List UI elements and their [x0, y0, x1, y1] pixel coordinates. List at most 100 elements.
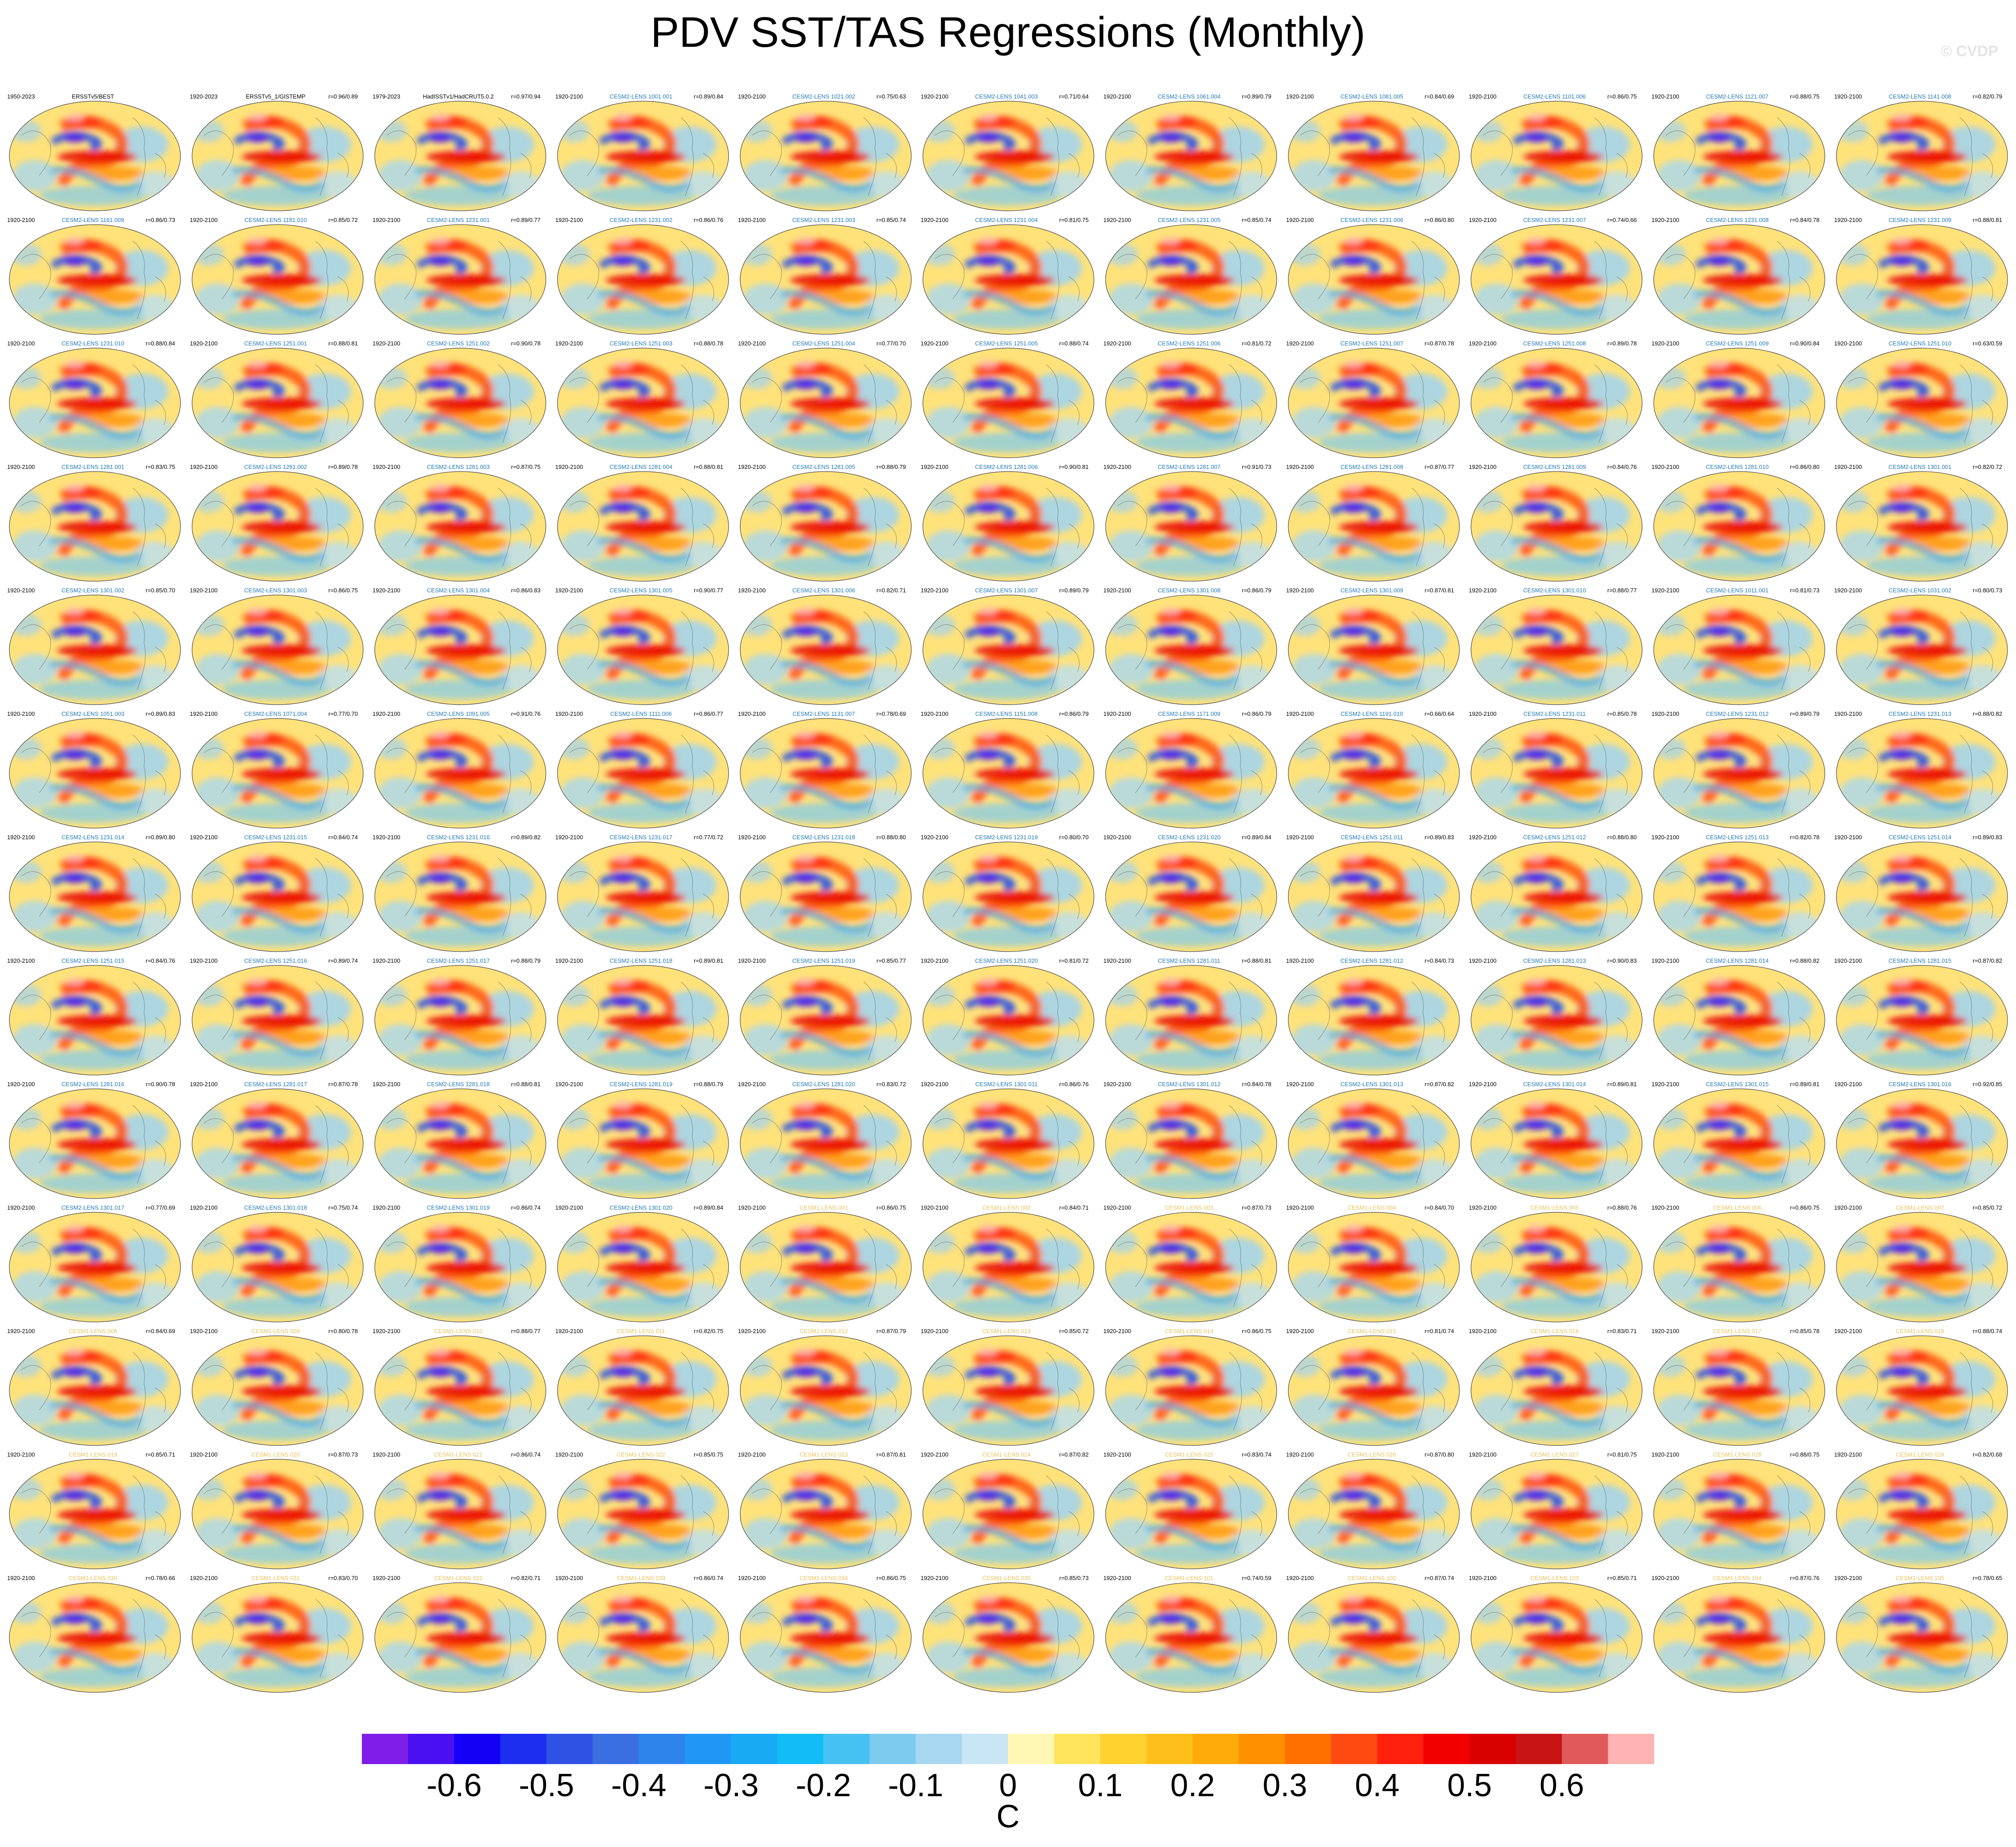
panel-label: CESM1-LENS 021 [434, 1451, 483, 1458]
panel-label: ERSSTv5_1/GISTEMP [246, 93, 306, 100]
panel-label: CESM2-LENS 1301.012 [1158, 1081, 1221, 1088]
panel-label: CESM1-LENS 008 [69, 1328, 117, 1334]
map-panel: 1920-2100 CESM2-LENS 1281.008 r=0.87/0.77 [1282, 464, 1462, 584]
panel-correlation: r=0.80/0.70 [1059, 834, 1089, 841]
panel-correlation: r=0.86/0.75 [1607, 93, 1637, 100]
panel-period: 1920-2100 [1103, 464, 1131, 470]
regression-map [192, 348, 364, 458]
panel-correlation: r=0.84/0.70 [1424, 1204, 1454, 1211]
panel-label: CESM2-LENS 1281.002 [244, 464, 307, 470]
panel-label: CESM2-LENS 1281.003 [427, 464, 490, 470]
regression-map [1105, 1212, 1277, 1322]
map-panel: 1920-2100 CESM2-LENS 1231.007 r=0.74/0.66 [1464, 217, 1645, 337]
panel-period: 1920-2100 [7, 834, 35, 841]
regression-map [1836, 718, 2008, 829]
map-panel: 1920-2100 CESM2-LENS 1231.004 r=0.81/0.75 [916, 217, 1097, 337]
panel-correlation: r=0.88/0.81 [1972, 217, 2002, 223]
panel-label: CESM2-LENS 1301.009 [1340, 587, 1403, 594]
panel-period: 1920-2100 [1651, 340, 1680, 347]
panel-label: CESM1-LENS 004 [1348, 1204, 1396, 1211]
panel-correlation: r=0.88/0.75 [1790, 1451, 1819, 1458]
panel-correlation: r=0.83/0.74 [1242, 1451, 1271, 1458]
regression-map [1653, 1088, 1825, 1199]
map-panel: 1920-2100 CESM2-LENS 1251.018 r=0.89/0.81 [551, 958, 731, 1078]
panel-label: CESM2-LENS 1301.015 [1706, 1081, 1769, 1088]
panel-label: CESM2-LENS 1281.017 [244, 1081, 307, 1088]
map-panel: 1950-2023 ERSSTv5/BEST [3, 94, 183, 214]
map-panel: 1920-2100 CESM2-LENS 1231.014 r=0.89/0.80 [3, 834, 183, 955]
regression-map [374, 471, 546, 582]
panel-label: CESM1-LENS 028 [1713, 1451, 1762, 1458]
panel-label: CESM2-LENS 1301.016 [1889, 1081, 1951, 1088]
panel-correlation: r=0.85/0.72 [1059, 1328, 1089, 1334]
panel-label: CESM2-LENS 1251.015 [61, 957, 124, 964]
panel-period: 1920-2100 [1103, 217, 1131, 223]
panel-correlation: r=0.89/0.84 [1242, 834, 1271, 841]
panel-label: CESM2-LENS 1231.003 [792, 217, 855, 223]
regression-map [1653, 718, 1825, 829]
panel-label: CESM1-LENS 022 [617, 1451, 665, 1458]
panel-period: 1920-2100 [921, 834, 949, 841]
regression-map [1105, 1459, 1277, 1569]
panel-correlation: r=0.87/0.80 [1424, 1451, 1454, 1458]
map-panel: 1920-2100 CESM2-LENS 1231.017 r=0.77/0.72 [551, 834, 731, 955]
panel-correlation: r=0.90/0.77 [693, 587, 723, 594]
panel-label: CESM2-LENS 1281.001 [61, 464, 124, 470]
panel-period: 1920-2100 [190, 340, 218, 347]
panel-label: CESM2-LENS 1231.005 [1158, 217, 1221, 223]
panel-correlation: r=0.85/0.77 [876, 957, 906, 964]
panel-period: 1920-2100 [1834, 1328, 1862, 1334]
panel-period: 1920-2100 [7, 957, 35, 964]
panel-label: CESM2-LENS 1281.005 [792, 464, 855, 470]
panel-period: 1920-2100 [555, 1204, 583, 1211]
panel-correlation: r=0.85/0.71 [145, 1451, 175, 1458]
regression-map [374, 595, 546, 705]
panel-label: CESM2-LENS 1071.004 [244, 710, 307, 717]
panel-correlation: r=0.88/0.79 [693, 1081, 723, 1088]
panel-correlation: r=0.87/0.76 [1790, 1575, 1819, 1581]
panel-label: CESM2-LENS 1251.020 [975, 957, 1038, 964]
map-panel: 1920-2100 CESM2-LENS 1281.019 r=0.88/0.79 [551, 1081, 731, 1202]
panel-correlation: r=0.87/0.82 [1972, 957, 2002, 964]
regression-map [557, 1582, 729, 1693]
regression-map [1105, 471, 1277, 582]
map-panel: 1920-2100 CESM1-LENS 003 r=0.87/0.73 [1099, 1205, 1279, 1325]
colorbar-swatch [454, 1734, 501, 1764]
panel-period: 1920-2100 [1834, 1451, 1862, 1458]
map-panel: 1920-2100 CESM2-LENS 1031.002 r=0.80/0.73 [1830, 587, 2010, 708]
regression-map [922, 718, 1094, 829]
panel-label: CESM2-LENS 1191.010 [1340, 710, 1403, 717]
regression-map [1105, 1335, 1277, 1446]
panel-label: CESM2-LENS 1301.019 [427, 1204, 490, 1211]
panel-correlation: r=0.86/0.75 [876, 1575, 906, 1581]
regression-map [1653, 1212, 1825, 1322]
regression-map [1653, 595, 1825, 705]
panel-period: 1920-2100 [921, 587, 949, 594]
panel-correlation: r=0.87/0.82 [1424, 1081, 1454, 1088]
panel-correlation: r=0.75/0.63 [876, 93, 906, 100]
panel-period: 1920-2100 [738, 1081, 766, 1088]
panel-label: CESM2-LENS 1251.012 [1523, 834, 1586, 841]
panel-correlation: r=0.84/0.76 [145, 957, 175, 964]
regression-map [1288, 718, 1460, 829]
panel-period: 1920-2100 [921, 957, 949, 964]
regression-map [1653, 841, 1825, 952]
map-panel: 1920-2100 CESM2-LENS 1301.019 r=0.86/0.74 [368, 1205, 549, 1325]
regression-map [374, 1088, 546, 1199]
panel-period: 1920-2100 [738, 340, 766, 347]
panel-correlation: r=0.66/0.64 [1424, 710, 1454, 717]
map-panel: 1920-2100 CESM2-LENS 1301.004 r=0.86/0.83 [368, 587, 549, 708]
map-panel: 1920-2100 CESM1-LENS 102 r=0.87/0.74 [1282, 1575, 1462, 1695]
panel-period: 1920-2100 [1469, 587, 1497, 594]
panel-period: 1920-2100 [1286, 1451, 1314, 1458]
panel-period: 1920-2100 [555, 464, 583, 470]
panel-correlation: r=0.88/0.74 [1972, 1328, 2002, 1334]
panel-label: CESM1-LENS 015 [1348, 1328, 1396, 1334]
colorbar-tick-label: -0.5 [519, 1768, 574, 1803]
regression-map [1471, 101, 1643, 211]
panel-period: 1920-2100 [1469, 957, 1497, 964]
panel-period: 1920-2100 [1103, 1451, 1131, 1458]
panel-period: 1920-2100 [1651, 1081, 1680, 1088]
panel-correlation: r=0.86/0.75 [876, 1204, 906, 1211]
panel-period: 1920-2100 [7, 1204, 35, 1211]
